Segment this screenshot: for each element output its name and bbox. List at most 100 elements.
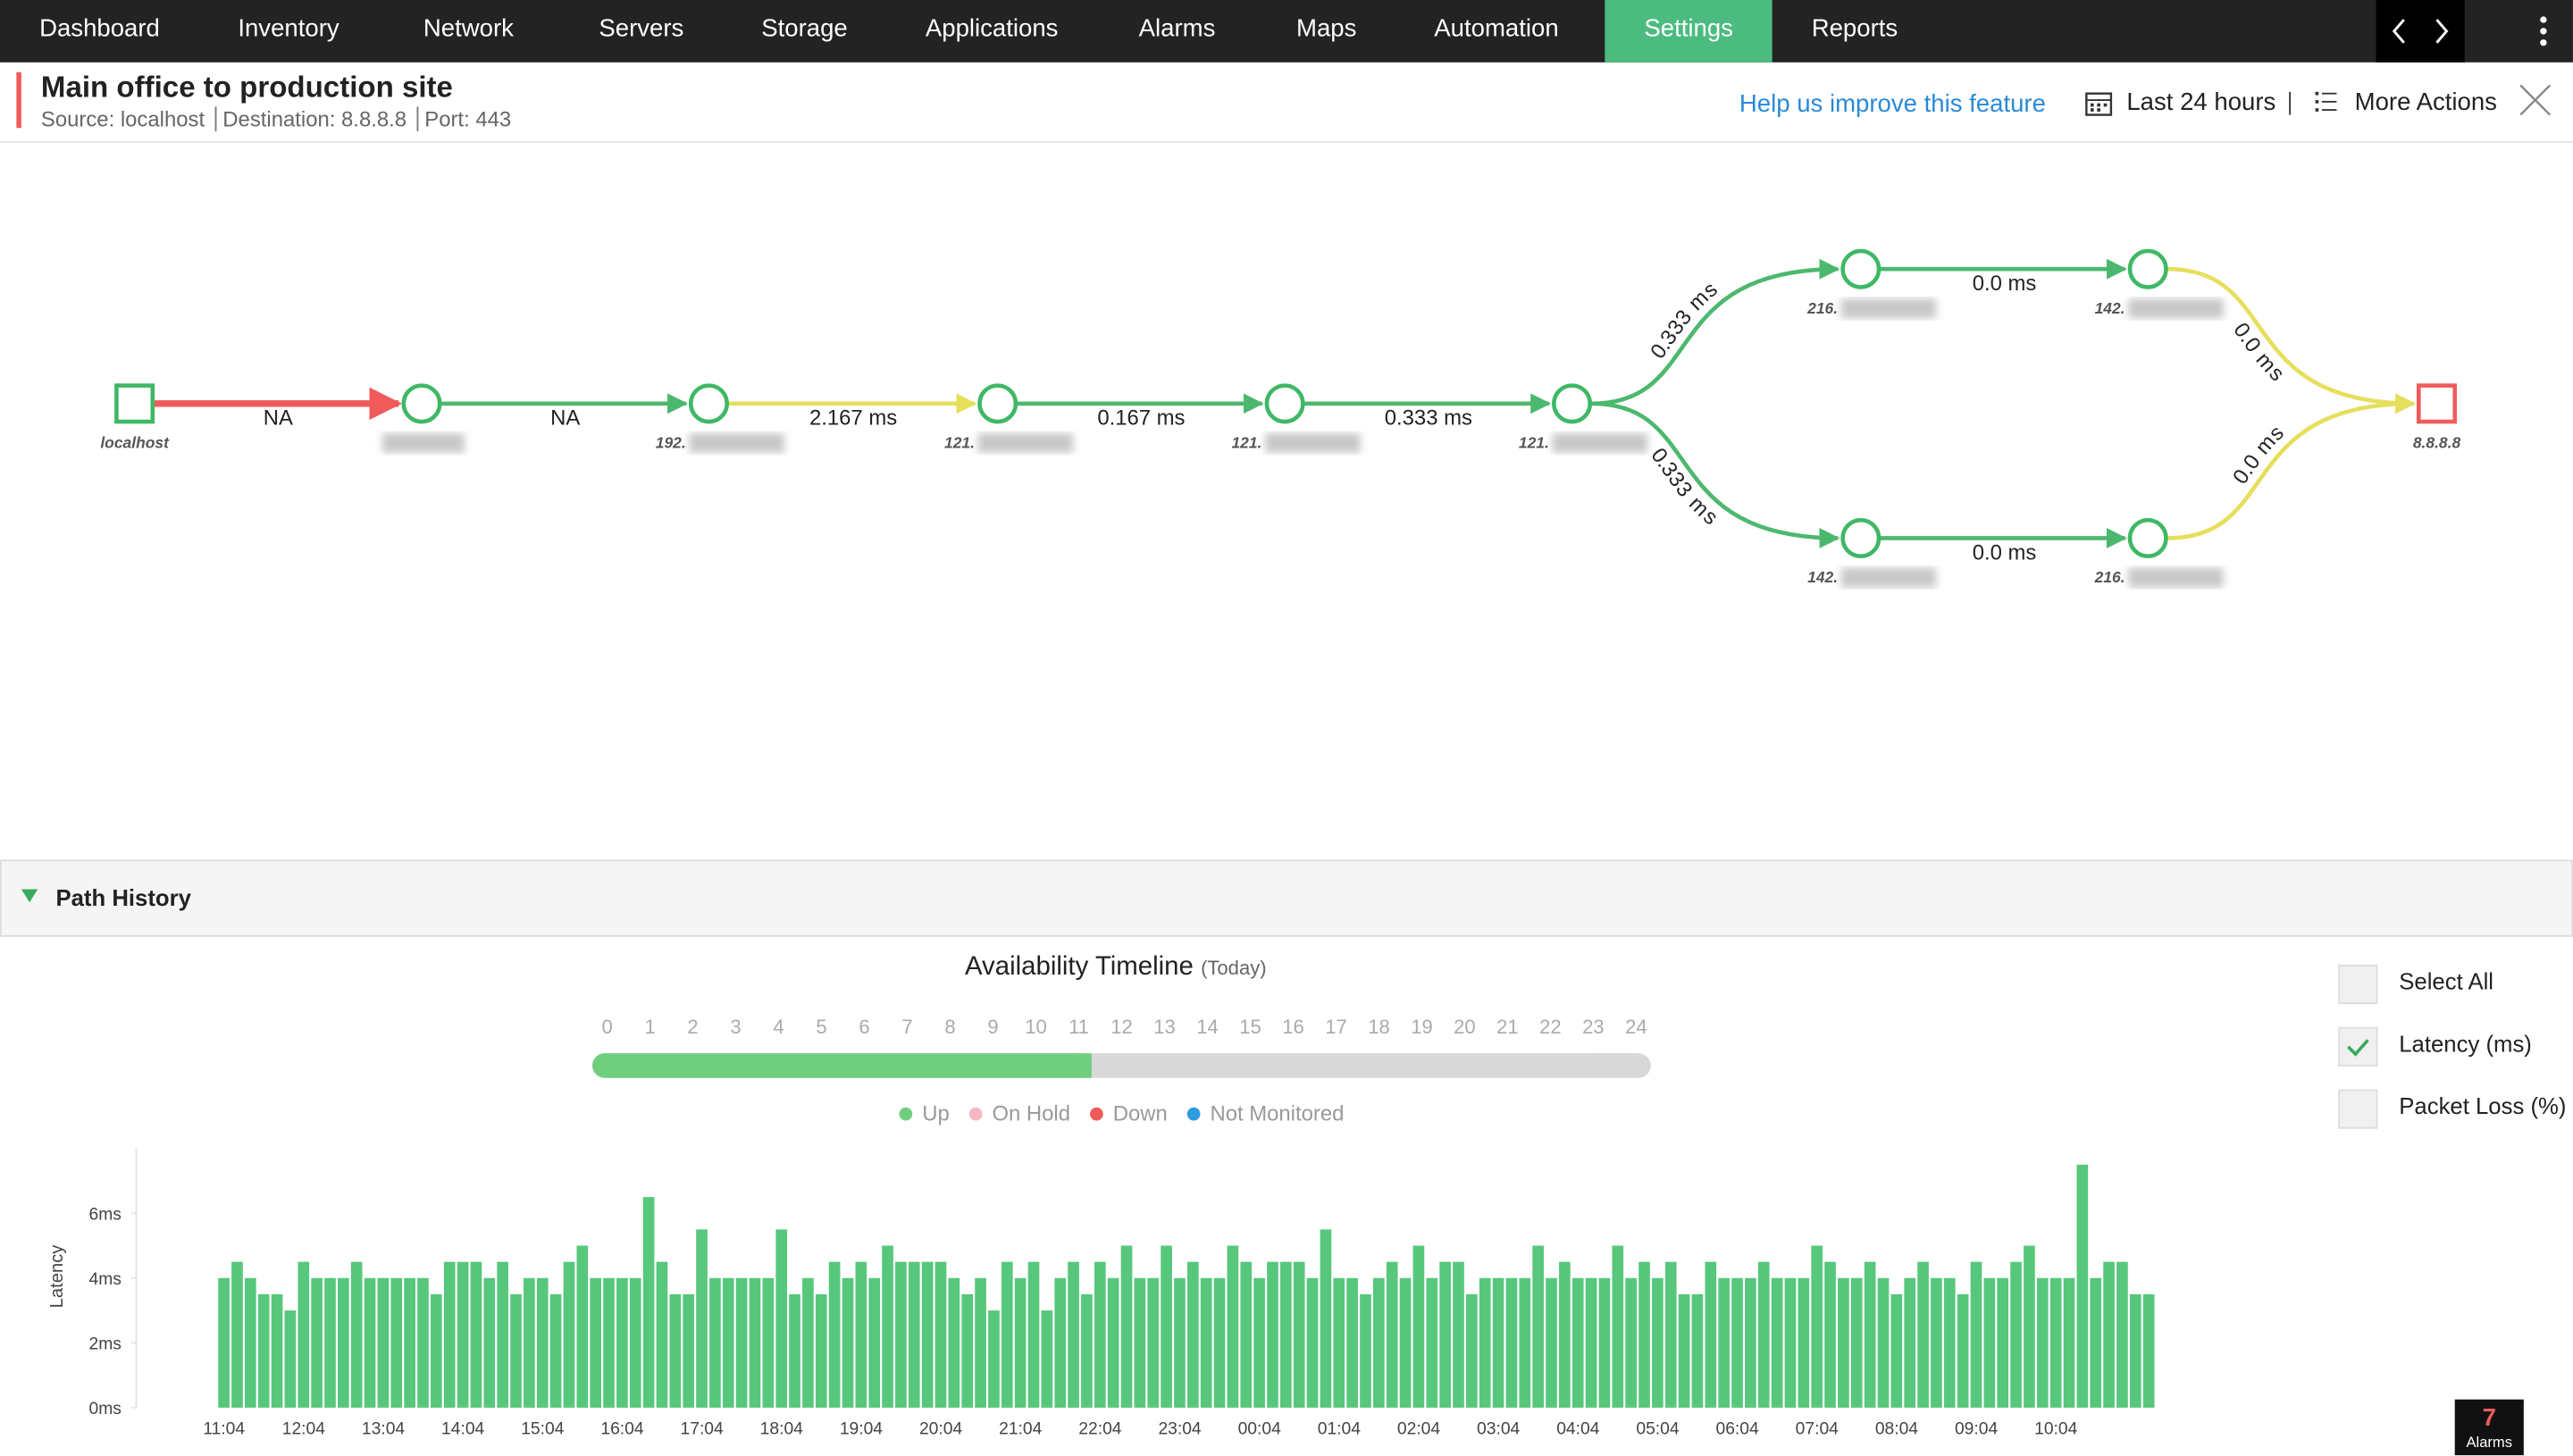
edge-label: 2.167 ms [809,406,897,431]
alarm-badge[interactable]: 7 Alarms [2454,1399,2524,1456]
close-button[interactable] [2519,84,2552,117]
nav-item[interactable]: Settings [1605,0,1773,63]
x-tick-label: 17:04 [681,1419,724,1438]
hour-tick: 21 [1496,1016,1519,1038]
bar [642,1197,655,1408]
nav-item[interactable]: Alarms [1138,14,1216,43]
nav-item[interactable]: Inventory [238,14,339,43]
bar [1492,1277,1504,1408]
hour-tick: 0 [601,1016,612,1038]
bar [1107,1277,1119,1408]
x-tick-label: 06:04 [1716,1419,1759,1438]
bar [1559,1261,1571,1408]
x-tick-label: 11:04 [203,1419,245,1438]
bar [324,1277,336,1408]
bar [921,1261,934,1408]
bar [244,1277,256,1408]
edge-label: 0.0 ms [1973,272,2037,296]
y-tick-label: 0ms [89,1400,122,1418]
bar [218,1277,230,1408]
nav-arrows[interactable] [2376,0,2465,63]
hour-tick: 6 [859,1016,869,1038]
help-link[interactable]: Help us improve this feature [1739,90,2046,119]
bar [722,1277,734,1408]
checkbox[interactable] [2338,964,2378,1005]
checkbox[interactable] [2338,1089,2378,1129]
bar [1386,1261,1398,1408]
bar [1890,1293,1903,1408]
bar [590,1277,601,1408]
more-actions[interactable]: More Actions [2354,88,2497,117]
legend-label: On Hold [992,1101,1070,1125]
hop-node[interactable] [1552,383,1593,424]
kebab-menu[interactable] [2535,13,2552,49]
option-label: Select All [2399,967,2494,995]
bar [524,1277,535,1408]
nav-item[interactable]: Maps [1295,14,1357,43]
bar [1333,1277,1345,1408]
bar [1691,1293,1704,1408]
nav-item[interactable]: Network [423,14,514,43]
hop-node[interactable] [1840,248,1882,289]
hop-node[interactable] [401,383,442,424]
bar [948,1277,960,1408]
hour-tick: 11 [1069,1016,1089,1038]
bar [1652,1277,1664,1408]
bar [1134,1277,1146,1408]
hour-tick: 13 [1153,1016,1176,1038]
bar [1705,1261,1717,1408]
option-label: Latency (ms) [2399,1030,2532,1057]
bar [934,1261,947,1408]
nav-item[interactable]: Storage [761,14,848,43]
bar [735,1277,748,1408]
bar [1532,1245,1544,1408]
hop-node[interactable] [977,383,1018,424]
hour-tick: 8 [944,1016,955,1038]
nav-item[interactable]: Automation [1434,14,1559,43]
nav-item[interactable]: Dashboard [39,14,160,43]
y-tick-label: 4ms [89,1270,122,1289]
path-history-bar[interactable]: Path History [0,859,2573,937]
checkbox[interactable] [2338,1026,2378,1067]
bar [497,1261,508,1408]
nav-item[interactable]: Servers [599,14,684,43]
source: Source: localhost [40,106,205,131]
section-title: Path History [55,883,191,911]
bar [855,1261,867,1408]
bar [470,1261,482,1408]
node-label: 142. [2095,299,2125,317]
time-range[interactable]: Last 24 hours [2126,88,2276,117]
hop-node[interactable] [2127,517,2168,558]
bar [404,1277,415,1408]
path-edge [2167,266,2417,414]
hour-tick: 17 [1325,1016,1347,1038]
collapse-icon [21,889,38,903]
edge-label: 0.333 ms [1385,406,1472,431]
bar [1585,1277,1597,1408]
hour-tick: 24 [1625,1016,1647,1038]
source-node[interactable] [114,383,155,424]
bar [549,1293,562,1408]
path-edge [1591,258,1840,406]
destination-node[interactable] [2416,383,2457,424]
bar [1320,1229,1332,1408]
bar [1186,1261,1199,1408]
bar [1412,1245,1425,1408]
hop-node[interactable] [1264,383,1305,424]
y-axis-label: Latency [47,1244,67,1309]
masked-ip [2128,567,2224,588]
nav-item[interactable]: Applications [925,14,1059,43]
bar [1824,1261,1836,1408]
bar [1571,1277,1584,1408]
hop-node[interactable] [688,383,729,424]
bar [1784,1277,1797,1408]
legend-label: Not Monitored [1211,1101,1345,1125]
edge-label-path: 0.333 ms [1646,277,1722,364]
nav-item[interactable]: Reports [1811,14,1898,43]
hour-tick: 20 [1454,1016,1476,1038]
hop-node[interactable] [2127,248,2168,289]
bar [802,1277,814,1408]
x-tick-label: 00:04 [1238,1419,1281,1438]
bar [868,1277,881,1408]
hop-node[interactable] [1840,517,1882,558]
